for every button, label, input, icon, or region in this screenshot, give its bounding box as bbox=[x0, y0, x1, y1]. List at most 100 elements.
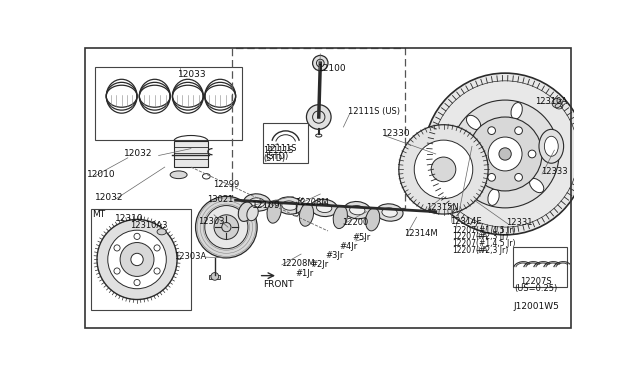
Text: (US=0.25): (US=0.25) bbox=[515, 284, 557, 293]
Bar bbox=[209, 275, 220, 279]
Bar bbox=[174, 141, 208, 167]
Text: 12331: 12331 bbox=[506, 218, 533, 227]
Circle shape bbox=[414, 140, 473, 199]
Ellipse shape bbox=[365, 208, 380, 231]
Text: 12032: 12032 bbox=[95, 193, 124, 202]
Text: #2Jr: #2Jr bbox=[310, 260, 328, 269]
Bar bbox=[263, 123, 308, 163]
Ellipse shape bbox=[529, 179, 544, 193]
Ellipse shape bbox=[539, 129, 564, 163]
Circle shape bbox=[424, 73, 586, 235]
Circle shape bbox=[205, 206, 248, 249]
Circle shape bbox=[214, 215, 239, 240]
Circle shape bbox=[431, 157, 456, 182]
Text: 12315N: 12315N bbox=[427, 203, 460, 212]
Circle shape bbox=[307, 105, 331, 129]
Circle shape bbox=[528, 150, 536, 158]
Text: 12100: 12100 bbox=[318, 64, 347, 74]
Text: 12330: 12330 bbox=[382, 129, 411, 138]
Text: 12010: 12010 bbox=[86, 170, 115, 179]
Circle shape bbox=[211, 273, 219, 280]
Text: (#1,4,5 Jr): (#1,4,5 Jr) bbox=[476, 226, 515, 235]
Circle shape bbox=[488, 127, 495, 135]
Text: (STD): (STD) bbox=[265, 152, 288, 161]
Text: 12314E: 12314E bbox=[450, 217, 482, 226]
Ellipse shape bbox=[545, 136, 558, 156]
Circle shape bbox=[312, 55, 328, 71]
Ellipse shape bbox=[454, 160, 470, 171]
Ellipse shape bbox=[540, 137, 557, 148]
Bar bbox=[232, 48, 405, 208]
Text: 12310: 12310 bbox=[115, 214, 144, 223]
Ellipse shape bbox=[316, 203, 332, 212]
Circle shape bbox=[474, 150, 482, 158]
Text: 12207+A: 12207+A bbox=[452, 246, 488, 254]
Text: 12333: 12333 bbox=[541, 167, 568, 176]
Text: MT: MT bbox=[92, 210, 106, 219]
Ellipse shape bbox=[344, 202, 371, 219]
Bar bbox=[91, 209, 191, 310]
Ellipse shape bbox=[157, 229, 166, 235]
Circle shape bbox=[399, 125, 488, 214]
Ellipse shape bbox=[282, 201, 297, 210]
Text: 12208M: 12208M bbox=[281, 259, 314, 268]
Text: (#2,3 Jr): (#2,3 Jr) bbox=[476, 246, 508, 254]
Circle shape bbox=[120, 243, 154, 276]
Circle shape bbox=[108, 230, 166, 289]
Text: 12111S: 12111S bbox=[263, 147, 294, 155]
Circle shape bbox=[451, 100, 559, 208]
Ellipse shape bbox=[333, 206, 348, 228]
Text: FRONT: FRONT bbox=[263, 280, 294, 289]
Text: 12207+A: 12207+A bbox=[452, 232, 488, 241]
Text: (STD): (STD) bbox=[263, 154, 285, 163]
Text: 12109: 12109 bbox=[252, 201, 280, 209]
Ellipse shape bbox=[276, 197, 303, 214]
Ellipse shape bbox=[247, 206, 259, 221]
Text: 12314M: 12314M bbox=[404, 229, 438, 238]
Bar bbox=[513, 247, 566, 287]
Ellipse shape bbox=[244, 194, 271, 211]
Text: 12032: 12032 bbox=[124, 149, 152, 158]
Circle shape bbox=[499, 148, 511, 160]
Circle shape bbox=[468, 117, 542, 191]
Ellipse shape bbox=[376, 204, 403, 221]
Circle shape bbox=[515, 173, 522, 181]
Ellipse shape bbox=[267, 200, 281, 223]
Ellipse shape bbox=[300, 203, 314, 226]
Ellipse shape bbox=[310, 199, 337, 217]
Text: (#2,3 Jr): (#2,3 Jr) bbox=[476, 232, 508, 241]
Ellipse shape bbox=[511, 103, 522, 119]
Text: 12207: 12207 bbox=[452, 239, 476, 248]
Circle shape bbox=[131, 253, 143, 266]
Text: 12200: 12200 bbox=[342, 218, 368, 227]
Circle shape bbox=[196, 196, 257, 258]
Text: (#1,4,5 Jr): (#1,4,5 Jr) bbox=[476, 239, 515, 248]
Text: 12207S: 12207S bbox=[520, 277, 552, 286]
Circle shape bbox=[552, 99, 561, 108]
Text: 12111S (US): 12111S (US) bbox=[348, 107, 400, 116]
Ellipse shape bbox=[170, 171, 187, 179]
Circle shape bbox=[488, 173, 495, 181]
Ellipse shape bbox=[349, 206, 365, 215]
Ellipse shape bbox=[382, 208, 397, 217]
Text: 12303A: 12303A bbox=[174, 251, 207, 260]
Circle shape bbox=[488, 137, 522, 171]
Text: #5Jr: #5Jr bbox=[353, 232, 371, 242]
Text: 12111S: 12111S bbox=[265, 144, 296, 153]
Circle shape bbox=[97, 219, 177, 299]
Text: 12310A3: 12310A3 bbox=[130, 221, 168, 230]
Text: 12033: 12033 bbox=[178, 70, 206, 79]
Text: 12299: 12299 bbox=[213, 180, 239, 189]
Circle shape bbox=[515, 127, 522, 135]
Ellipse shape bbox=[488, 189, 499, 205]
Text: 12310A: 12310A bbox=[535, 97, 567, 106]
Text: 12208M: 12208M bbox=[296, 198, 329, 207]
Text: J12001W5: J12001W5 bbox=[513, 302, 559, 311]
Text: #1Jr: #1Jr bbox=[296, 269, 314, 278]
Bar bbox=[95, 67, 242, 140]
Text: 13021: 13021 bbox=[207, 195, 234, 204]
Text: 12303: 12303 bbox=[198, 217, 225, 226]
Ellipse shape bbox=[238, 202, 253, 221]
Ellipse shape bbox=[467, 115, 481, 129]
Text: 12207: 12207 bbox=[452, 226, 476, 235]
